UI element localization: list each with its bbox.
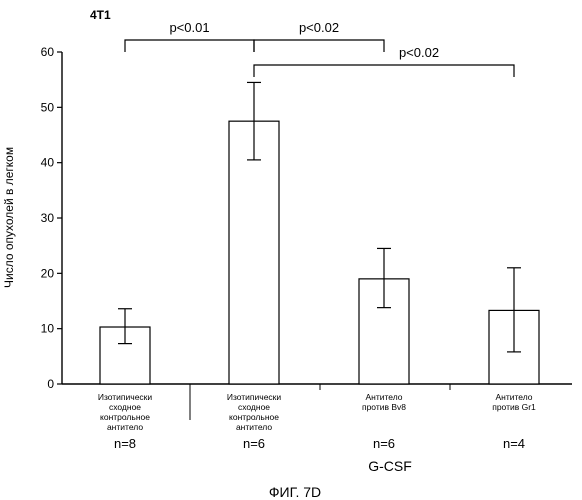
bars xyxy=(100,121,539,384)
x-category-label-2: Антитело против Bv8 xyxy=(324,392,444,412)
significance-label-0: p<0.01 xyxy=(169,20,209,35)
y-tick-label-0: 0 xyxy=(47,377,54,391)
bar-1 xyxy=(229,121,279,384)
significance-label-2: p<0.02 xyxy=(399,45,439,60)
significance-bracket-0 xyxy=(125,40,254,52)
group-label: G-CSF xyxy=(350,458,430,474)
y-axis-label: Число опухолей в легком xyxy=(2,147,16,288)
y-tick-label-6: 60 xyxy=(41,45,55,59)
panel-label: 4T1 xyxy=(90,8,111,22)
significance-brackets: p<0.01 p<0.02 p<0.02 xyxy=(125,20,514,77)
significance-bracket-2 xyxy=(254,65,514,77)
significance-label-1: p<0.02 xyxy=(299,20,339,35)
x-category-label-1: Изотипически сходное контрольное антител… xyxy=(194,392,314,432)
sample-size-label-3: n=4 xyxy=(474,436,554,451)
error-bars xyxy=(118,82,521,351)
sample-size-label-2: n=6 xyxy=(344,436,424,451)
y-tick-label-1: 10 xyxy=(41,322,55,336)
sample-size-label-1: n=6 xyxy=(214,436,294,451)
y-tick-label-5: 50 xyxy=(41,100,55,114)
figure-caption: ФИГ. 7D xyxy=(250,484,340,500)
y-tick-label-4: 40 xyxy=(41,156,55,170)
x-category-label-3: Антитело против Gr1 xyxy=(454,392,574,412)
sample-size-label-0: n=8 xyxy=(85,436,165,451)
significance-bracket-1 xyxy=(254,40,384,52)
y-tick-label-2: 20 xyxy=(41,266,55,280)
x-category-label-0: Изотипически сходное контрольное антител… xyxy=(65,392,185,432)
y-tick-label-3: 30 xyxy=(41,211,55,225)
